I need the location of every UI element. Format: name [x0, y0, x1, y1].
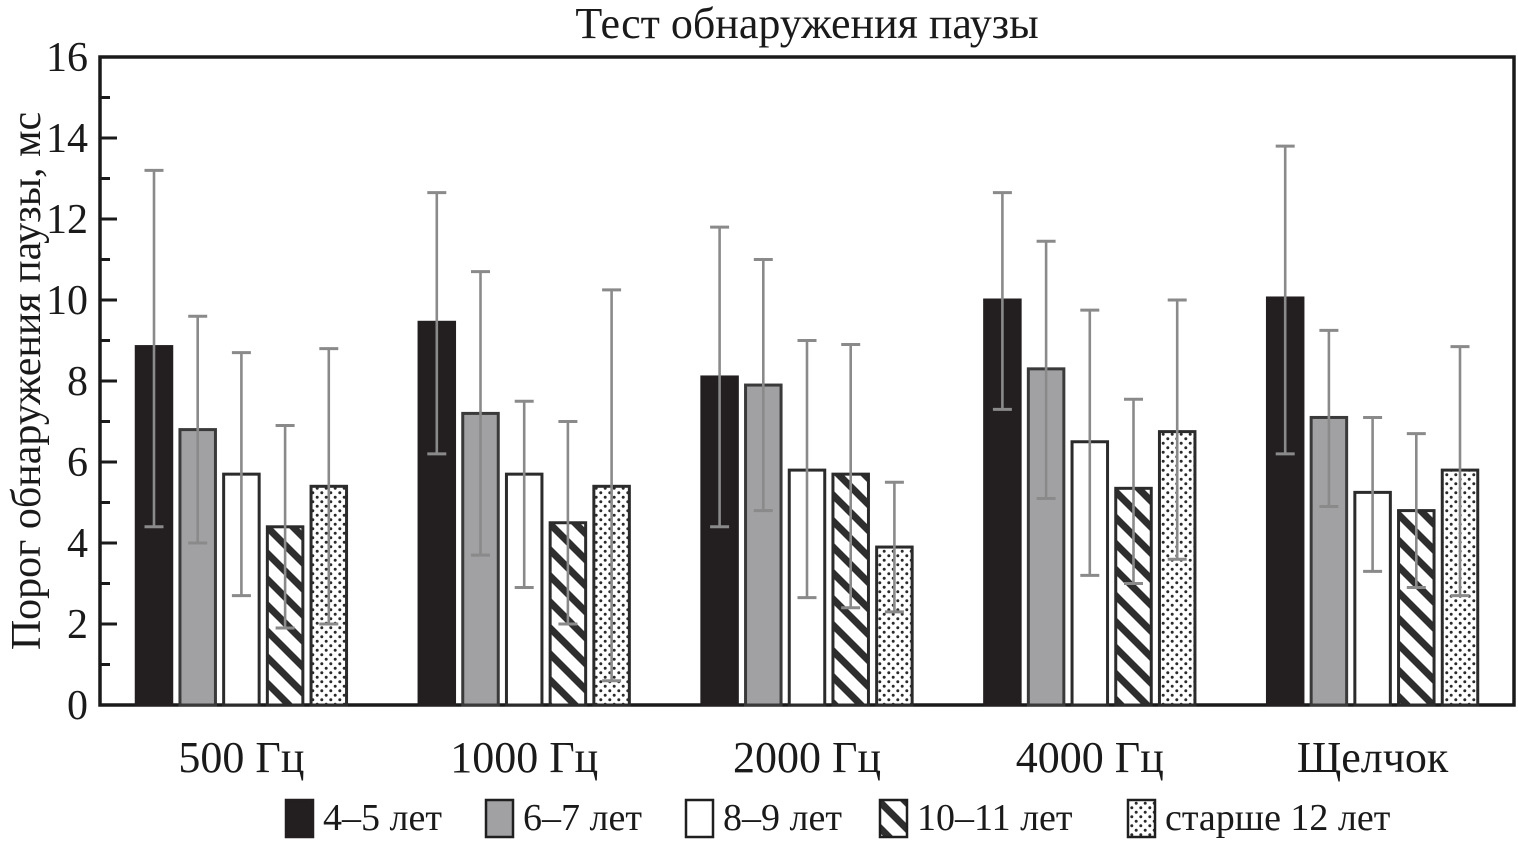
y-tick-label: 10	[46, 278, 88, 324]
y-tick-label: 0	[67, 683, 88, 729]
bar-4–5-лет-3	[700, 375, 739, 707]
legend-label: 6–7 лет	[523, 797, 642, 839]
legend-item-2: 6–7 лет	[484, 797, 642, 839]
legend-item-3: 8–9 лет	[684, 797, 842, 839]
legend-item-1: 4–5 лет	[284, 797, 442, 839]
error-bars-layer	[144, 144, 1470, 683]
legend-item-5: старше 12 лет	[1126, 797, 1391, 839]
legend-swatch-solid-black	[284, 798, 315, 839]
y-axis-label: Порог обнаружения паузы, мс	[4, 112, 50, 650]
x-category-label: Щелчок	[1297, 733, 1449, 782]
x-category-label: 4000 Гц	[1016, 733, 1164, 782]
legend-item-4: 10–11 лет	[878, 797, 1073, 839]
legend-label: 10–11 лет	[917, 797, 1073, 839]
x-category-label: 2000 Гц	[733, 733, 881, 782]
y-tick-label: 16	[46, 35, 88, 81]
legend-label: старше 12 лет	[1165, 797, 1391, 839]
legend-swatch-diagonal-hatch	[878, 798, 909, 839]
y-tick-label: 14	[46, 116, 88, 162]
legend-swatch-solid-gray	[484, 798, 515, 839]
y-tick-label: 2	[67, 602, 88, 648]
x-category-label: 1000 Гц	[450, 733, 598, 782]
chart-title: Тест обнаружения паузы	[575, 0, 1038, 48]
x-category-label: 500 Гц	[178, 733, 304, 782]
legend: 4–5 лет 6–7 лет 8–9 лет 10–11 лет старше 12 …	[284, 797, 1391, 839]
y-tick-label: 8	[67, 359, 88, 405]
y-axis: 0 2 4 6 8 10 12 14 16	[46, 35, 117, 729]
y-tick-label: 4	[67, 521, 88, 567]
legend-label: 8–9 лет	[723, 797, 842, 839]
y-tick-label: 12	[46, 197, 88, 243]
legend-swatch-plain-white	[684, 798, 715, 839]
legend-swatch-dots	[1126, 798, 1157, 839]
y-tick-label: 6	[67, 440, 88, 486]
legend-label: 4–5 лет	[323, 797, 442, 839]
